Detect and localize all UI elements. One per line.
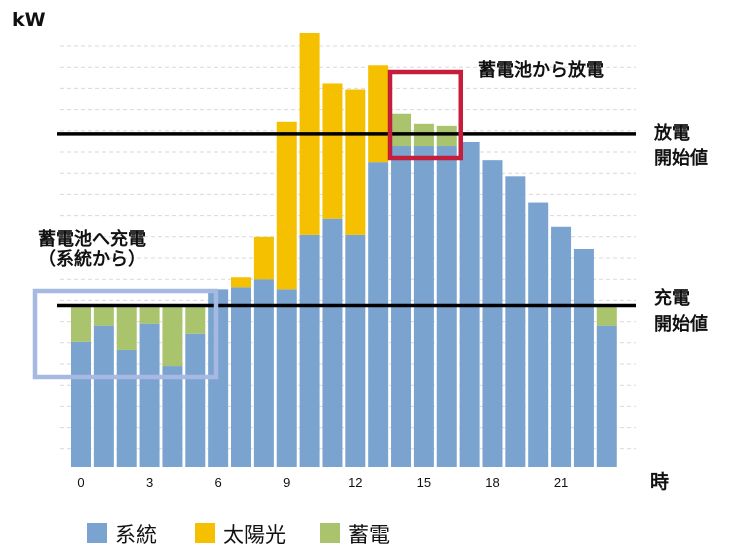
bar-segment-solar [368, 65, 389, 163]
bar-segment-grid [162, 366, 183, 467]
bar-segment-solar [231, 277, 252, 288]
x-tick-label: 3 [146, 475, 153, 490]
legend-swatch-storage [320, 523, 340, 543]
legend-swatch-grid [87, 523, 107, 543]
bar-segment-grid [93, 325, 114, 467]
threshold-label-charge-line1: 充電 [654, 287, 690, 309]
annotation-box-discharge [387, 69, 464, 161]
bar-segment-grid [573, 248, 594, 467]
bar-segment-grid [139, 323, 160, 467]
legend-label-grid: 系統 [115, 523, 157, 547]
x-tick-label: 12 [348, 475, 362, 490]
y-axis-label: kW [12, 9, 46, 31]
x-tick-label: 21 [554, 475, 568, 490]
bars [71, 32, 617, 468]
bar-segment-grid [368, 162, 389, 467]
bar-segment-solar [253, 236, 274, 280]
threshold-label-discharge-line1: 放電 [653, 122, 690, 144]
x-tick-label: 15 [417, 475, 431, 490]
legend-label-solar: 太陽光 [223, 523, 286, 547]
bar-segment-storage [185, 305, 206, 334]
legend: 系統 太陽光 蓄電 [87, 523, 390, 547]
x-tick-label: 0 [77, 475, 84, 490]
bar-segment-solar [322, 83, 343, 219]
bar-segment-grid [185, 333, 206, 467]
annotation-boxes [32, 69, 464, 380]
annotation-charge-text-line1: 蓄電池へ充電 [38, 228, 146, 250]
annotation-box-charge [32, 288, 219, 380]
bar-segment-grid [299, 234, 320, 467]
bar-segment-storage [71, 305, 91, 342]
bar-segment-storage [391, 113, 412, 147]
bar-segment-storage [436, 125, 457, 147]
bar-segment-grid [322, 218, 343, 467]
annotation-charge-text-line2: （系統から） [38, 248, 146, 270]
bar-segment-grid [116, 349, 137, 467]
bar-segment-grid [71, 341, 91, 467]
legend-swatch-solar [195, 523, 215, 543]
bar-segment-grid [231, 287, 252, 467]
bar-segment-storage [139, 305, 160, 324]
threshold-label-discharge-line2: 開始値 [654, 147, 708, 169]
bar-segment-grid [505, 176, 526, 467]
bar-segment-storage [116, 305, 137, 350]
bar-segment-grid [528, 202, 549, 468]
bar-segment-solar [276, 121, 297, 290]
bar-segment-grid [482, 160, 503, 467]
x-axis-label: 時 [650, 471, 669, 493]
bar-segment-grid [253, 279, 274, 467]
threshold-label-charge-line2: 開始値 [654, 313, 708, 335]
annotation-discharge-text: 蓄電池から放電 [478, 59, 604, 81]
bar-segment-grid [276, 289, 297, 467]
bar-segment-storage [162, 305, 183, 367]
bar-segment-grid [596, 325, 617, 467]
legend-label-storage: 蓄電 [348, 523, 390, 547]
x-axis-ticks: 0 3 6 9 12 15 18 21 [77, 475, 568, 490]
x-tick-label: 18 [485, 475, 499, 490]
threshold-lines [57, 132, 636, 308]
bar-segment-storage [93, 305, 114, 326]
bar-segment-grid [551, 226, 572, 467]
x-tick-label: 6 [215, 475, 222, 490]
bar-segment-solar [345, 89, 366, 235]
x-tick-label: 9 [283, 475, 290, 490]
bar-segment-grid [345, 234, 366, 467]
bar-segment-storage [596, 305, 617, 326]
